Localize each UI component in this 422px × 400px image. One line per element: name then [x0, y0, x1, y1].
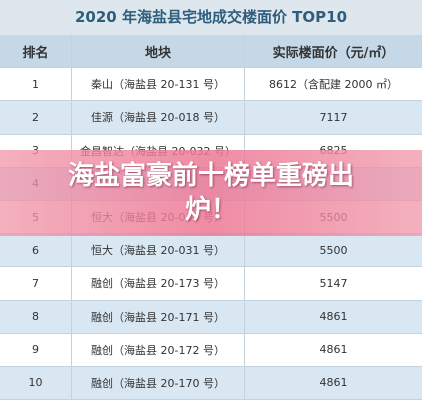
table-cell: 4861	[319, 310, 348, 324]
table-cell: 10	[0, 366, 72, 400]
table-cell: 9	[0, 333, 72, 366]
table-title: 2020 年海盐县宅地成交楼面价 TOP10	[0, 0, 422, 35]
header-cell: 排名	[0, 35, 72, 68]
table-cell: 佳源（海盐县 20-018 号）	[72, 101, 245, 134]
header-cell: 实际楼面价（元/㎡）	[272, 45, 395, 61]
table-cell: 融创（海盐县 20-173 号）	[72, 267, 245, 300]
table-cell: 1	[0, 68, 72, 101]
table-row: 10 融创（海盐县 20-170 号） 4861	[0, 366, 422, 400]
table-cell: 恒大（海盐县 20-031 号）	[72, 234, 245, 267]
table-cell: 8	[0, 300, 72, 333]
table-row: 2 佳源（海盐县 20-018 号） 7117	[0, 101, 422, 135]
table-cell: 2	[0, 101, 72, 134]
table-cell: 5147	[319, 276, 348, 290]
table-row: 7 融创（海盐县 20-173 号） 5147	[0, 267, 422, 301]
table-cell: 7	[0, 267, 72, 300]
table-row: 8 融创（海盐县 20-171 号） 4861	[0, 300, 422, 334]
table-cell: 融创（海盐县 20-170 号）	[72, 366, 245, 400]
banner: 海盐富豪前十榜单重磅出炉！	[0, 150, 422, 236]
table-cell: 融创（海盐县 20-171 号）	[72, 300, 245, 333]
table-row: 6 恒大（海盐县 20-031 号） 5500	[0, 234, 422, 268]
table-cell: 秦山（海盐县 20-131 号）	[72, 68, 245, 101]
table-cell: 4861	[319, 376, 348, 390]
table-row: 9 融创（海盐县 20-172 号） 4861	[0, 333, 422, 367]
header-row: 排名 地块 实际楼面价（元/㎡）	[0, 35, 422, 69]
table-cell: 7117	[319, 110, 348, 124]
banner-text: 海盐富豪前十榜单重磅出炉！	[67, 161, 354, 225]
table-cell: 4861	[319, 343, 348, 357]
header-cell: 地块	[72, 35, 245, 68]
table-cell: 8612（含配建 2000 ㎡）	[269, 78, 398, 92]
table-cell: 6	[0, 234, 72, 267]
table-cell: 融创（海盐县 20-172 号）	[72, 333, 245, 366]
table-cell: 5500	[319, 243, 348, 257]
table-row: 1 秦山（海盐县 20-131 号） 8612（含配建 2000 ㎡）	[0, 68, 422, 102]
